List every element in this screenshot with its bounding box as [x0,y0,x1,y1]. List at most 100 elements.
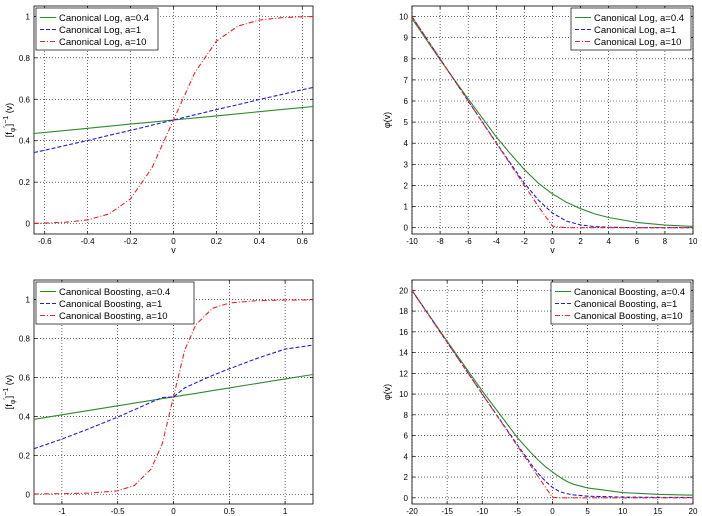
y-tick-label: 1 [26,12,31,21]
x-tick-label: 20 [689,507,698,516]
y-axis-label: [fφ′]−1 (v) [3,375,17,409]
x-tick-label: 15 [653,507,662,516]
legend-label-3: Canonical Log, a=10 [594,37,681,48]
legend-label-3: Canonical Boosting, a=10 [59,311,168,322]
x-axis-label: v [171,245,176,255]
x-tick-label: -1 [58,507,66,516]
y-tick-label: 3 [404,160,409,169]
series-line-1 [412,290,693,496]
y-tick-label: 16 [399,328,408,337]
y-tick-label: 8 [404,55,409,64]
x-tick-label: 0.5 [224,507,236,516]
subplot-top-right: -10 -8 -6 -4 -2 0 2 4 6 8 10 0 1 2 3 4 5 6 7 8 9 10 v φ(v) Canon… [382,5,698,255]
series-line-2 [412,290,693,499]
legend-label-1: Canonical Log, a=0.4 [59,13,149,24]
x-tick-label: -15 [441,507,453,516]
y-tick-label: 0.4 [19,412,31,421]
x-tick-label: 4 [606,237,611,246]
y-axis-label: [fφ′]−1 (v) [3,103,17,137]
y-tick-label: 0 [26,220,31,229]
y-tick-label: 10 [399,390,408,399]
y-tick-label: 0.8 [19,334,31,343]
y-tick-label: 18 [399,307,408,316]
y-tick-label: 1 [26,295,31,304]
y-tick-label: 9 [404,34,409,43]
legend-label-2: Canonical Log, a=1 [59,25,141,36]
y-axis-label: φ(v) [382,384,392,400]
y-tick-label: 12 [399,369,408,378]
y-tick-label: 0.6 [19,373,31,382]
x-tick-label: 0.4 [254,237,266,246]
x-tick-label: -0.5 [111,507,125,516]
y-tick-label: 14 [399,349,408,358]
x-tick-label: 0 [171,237,176,246]
x-tick-label: 1 [283,507,288,516]
legend-box [35,7,159,51]
series-line-3 [34,299,313,495]
x-tick-label: -8 [437,237,445,246]
y-tick-label: 7 [404,76,409,85]
legend-label-3: Canonical Boosting, a=10 [574,311,683,322]
x-tick-label: 0 [550,237,555,246]
x-tick-label: -10 [476,507,488,516]
x-tick-label: -20 [406,507,418,516]
x-tick-label: 8 [663,237,668,246]
legend-label-3: Canonical Log, a=10 [59,37,146,48]
y-tick-label: 0.2 [19,451,31,460]
x-tick-label: 0.2 [211,237,223,246]
y-axis-label: φ(v) [382,112,392,128]
x-tick-label: -2 [521,237,529,246]
legend-box [35,281,195,325]
subplot-bottom-right: -20-15-10-50510152002468101214161820vφ(v… [382,279,698,516]
x-tick-label: 0.6 [297,237,309,246]
y-tick-label: 4 [404,452,409,461]
y-tick-label: 5 [404,118,409,127]
x-tick-label: -5 [514,507,522,516]
series-line-2 [34,86,313,154]
x-tick-label: -0.6 [38,237,52,246]
y-tick-label: 6 [404,97,409,106]
y-tick-label: 0.2 [19,178,31,187]
x-tick-label: 6 [635,237,640,246]
x-tick-label: -0.2 [124,237,138,246]
y-tick-label: 6 [404,432,409,441]
x-tick-label: 5 [585,507,590,516]
y-tick-label: 0.6 [19,95,31,104]
series-line-3 [412,16,693,229]
y-tick-label: 10 [399,13,408,22]
y-tick-label: 8 [404,411,409,420]
legend-label-2: Canonical Boosting, a=1 [59,299,162,310]
y-tick-label: 4 [404,139,409,148]
series-line-3 [412,290,693,499]
x-tick-label: 10 [689,237,698,246]
y-tick-label: 0.8 [19,54,31,63]
x-tick-label: -4 [493,237,501,246]
x-tick-label: -6 [465,237,473,246]
legend-label-2: Canonical Boosting, a=1 [574,299,677,310]
y-tick-label: 0.4 [19,137,31,146]
legend-label-1: Canonical Boosting, a=0.4 [59,287,170,298]
legend-label-1: Canonical Log, a=0.4 [594,13,684,24]
legend-box [550,281,692,325]
y-tick-label: 1 [404,203,409,212]
y-tick-label: 2 [404,181,409,190]
x-tick-label: 0 [171,507,176,516]
y-tick-label: 0 [26,490,31,499]
x-axis-label: v [550,245,555,255]
legend-label-2: Canonical Log, a=1 [594,25,676,36]
y-tick-label: 2 [404,473,409,482]
x-tick-label: 2 [578,237,583,246]
subplot-top-left: -0.6 -0.4 -0.2 0 0.2 0.4 0.6 0 0.2 0.4 0.6 0.8 1 v [fφ… [3,5,314,255]
series-line-2 [34,344,313,450]
series-line-1 [412,18,693,227]
x-tick-label: 0 [550,507,555,516]
y-tick-label: 20 [399,286,408,295]
y-tick-label: 0 [404,494,409,503]
x-tick-label: -0.4 [81,237,95,246]
legend-label-1: Canonical Boosting, a=0.4 [574,287,685,298]
y-tick-label: 0 [404,224,409,233]
series-line-3 [34,16,313,224]
x-tick-label: -10 [406,237,418,246]
